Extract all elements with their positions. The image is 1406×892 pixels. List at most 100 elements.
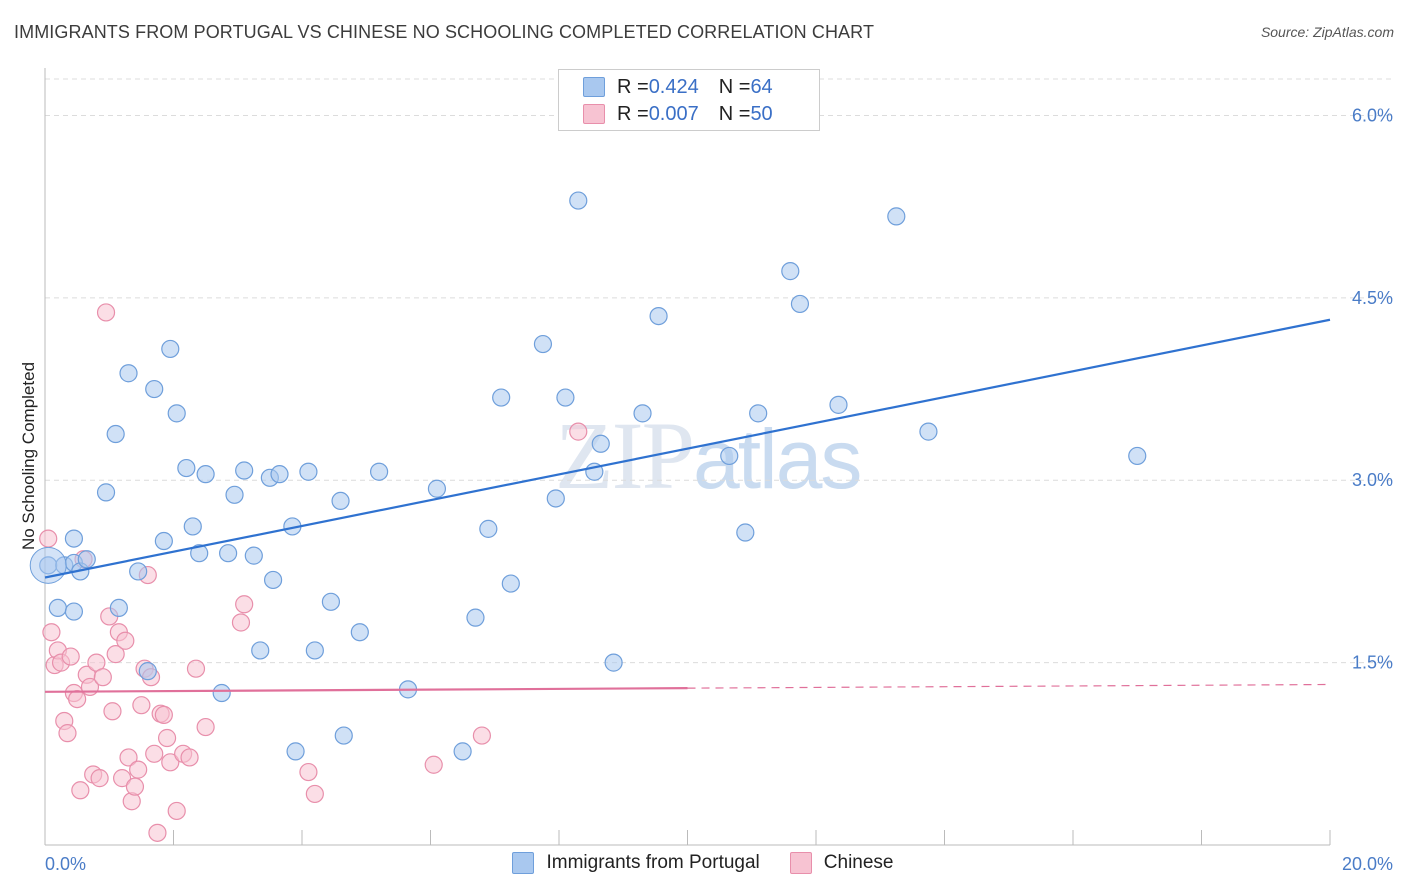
- portugal-point: [299, 462, 318, 481]
- portugal-point: [829, 395, 848, 414]
- y-tick-label: 4.5%: [1352, 288, 1393, 308]
- chinese-point: [119, 748, 138, 767]
- x-tick-label: 0.0%: [45, 854, 86, 874]
- portugal-point: [154, 531, 173, 551]
- chinese-point: [424, 755, 443, 774]
- portugal-point: [129, 562, 148, 581]
- legend-n-label: N =: [718, 75, 751, 98]
- portugal-point: [145, 379, 164, 399]
- legend-swatch-portugal: [512, 852, 535, 874]
- portugal-point: [720, 446, 739, 466]
- chinese-point: [472, 726, 491, 745]
- portugal-point: [546, 489, 565, 508]
- chinese-point: [145, 744, 164, 763]
- legend-row-chinese: R = 0.007 N = 50: [583, 101, 773, 127]
- chinese-point: [93, 668, 112, 687]
- portugal-trend-line: [44, 318, 1331, 579]
- legend-item-portugal[interactable]: Immigrants from Portugal: [512, 852, 760, 874]
- portugal-point: [501, 574, 520, 593]
- portugal-point: [305, 641, 324, 660]
- chinese-trend-extension: [687, 683, 1331, 689]
- y-axis-label: No Schooling Completed: [19, 362, 38, 550]
- portugal-point: [479, 519, 498, 538]
- chinese-point: [231, 613, 251, 632]
- portugal-point: [790, 294, 810, 314]
- portugal-point: [1128, 446, 1147, 466]
- legend-swatch-chinese: [789, 852, 812, 874]
- watermark: ZIPatlas: [555, 400, 862, 511]
- legend-item-chinese[interactable]: Chinese: [789, 852, 894, 874]
- portugal-point: [183, 517, 202, 536]
- portugal-point: [64, 602, 84, 621]
- portugal-point: [225, 485, 244, 504]
- portugal-point: [251, 641, 270, 660]
- portugal-point: [427, 479, 447, 498]
- portugal-point: [887, 207, 906, 226]
- correlation-legend: R = 0.424 N = 64 R = 0.007 N = 50: [558, 69, 820, 131]
- portugal-point: [177, 458, 196, 478]
- chinese-point: [58, 724, 77, 743]
- legend-r-label: R =: [617, 75, 649, 98]
- portugal-point: [244, 546, 263, 565]
- chinese-point: [42, 623, 61, 642]
- chinese-point: [61, 647, 80, 666]
- watermark-zip: ZIP: [555, 402, 695, 509]
- portugal-point: [466, 608, 485, 627]
- portugal-point: [286, 742, 305, 761]
- axes: [44, 68, 1331, 846]
- portugal-point: [48, 598, 67, 618]
- portugal-point: [64, 529, 84, 548]
- y-tick-label: 6.0%: [1352, 105, 1393, 125]
- x-tick-label: 20.0%: [1342, 854, 1393, 874]
- portugal-point: [334, 726, 353, 745]
- portugal-point: [569, 191, 588, 210]
- chinese-trend-line: [44, 687, 688, 693]
- portugal-point: [649, 306, 668, 326]
- legend-r-label: R =: [617, 102, 649, 125]
- portugal-point: [263, 570, 283, 590]
- portugal-point: [138, 662, 157, 681]
- chinese-point: [305, 784, 324, 804]
- chinese-point: [90, 769, 109, 788]
- portugal-point: [370, 462, 389, 481]
- portugal-point: [604, 653, 623, 672]
- chinese-point: [116, 631, 135, 650]
- portugal-point: [919, 422, 938, 441]
- axis-labels: 1.5% 3.0% 4.5% 6.0% 0.0% 20.0% No Schooling Co…: [19, 105, 1393, 874]
- chinese-point: [132, 696, 151, 715]
- series-chinese-points: [39, 303, 588, 842]
- legend-n-value: 50: [750, 102, 773, 125]
- legend-label-chinese: Chinese: [823, 852, 894, 873]
- chinese-point: [106, 645, 125, 664]
- portugal-point: [196, 465, 215, 484]
- legend-label-portugal: Immigrants from Portugal: [546, 852, 760, 873]
- portugal-point: [167, 404, 186, 423]
- portugal-point: [190, 544, 209, 563]
- chinese-point: [161, 753, 180, 772]
- portugal-point: [321, 592, 341, 611]
- legend-r-value: 0.007: [648, 102, 699, 125]
- chinese-point: [180, 748, 199, 767]
- chinese-point: [154, 705, 173, 725]
- portugal-point: [749, 404, 768, 423]
- legend-row-portugal: R = 0.424 N = 64: [583, 74, 773, 100]
- portugal-point: [270, 465, 289, 484]
- portugal-point: [350, 623, 369, 642]
- legend-n-value: 64: [750, 75, 773, 98]
- portugal-point: [781, 262, 800, 281]
- portugal-point: [533, 334, 553, 354]
- legend-n-label: N =: [718, 102, 751, 125]
- chinese-point: [125, 777, 145, 796]
- chinese-point: [129, 760, 148, 779]
- portugal-point: [235, 461, 254, 480]
- portugal-point: [212, 683, 231, 703]
- legend-swatch-chinese: [583, 104, 605, 124]
- portugal-point: [633, 404, 652, 423]
- chinese-point: [148, 823, 167, 842]
- series-portugal-points: [29, 191, 1147, 761]
- chinese-point: [299, 762, 318, 782]
- trend-lines: [44, 318, 1331, 693]
- portugal-point: [219, 544, 238, 563]
- portugal-point: [109, 598, 128, 618]
